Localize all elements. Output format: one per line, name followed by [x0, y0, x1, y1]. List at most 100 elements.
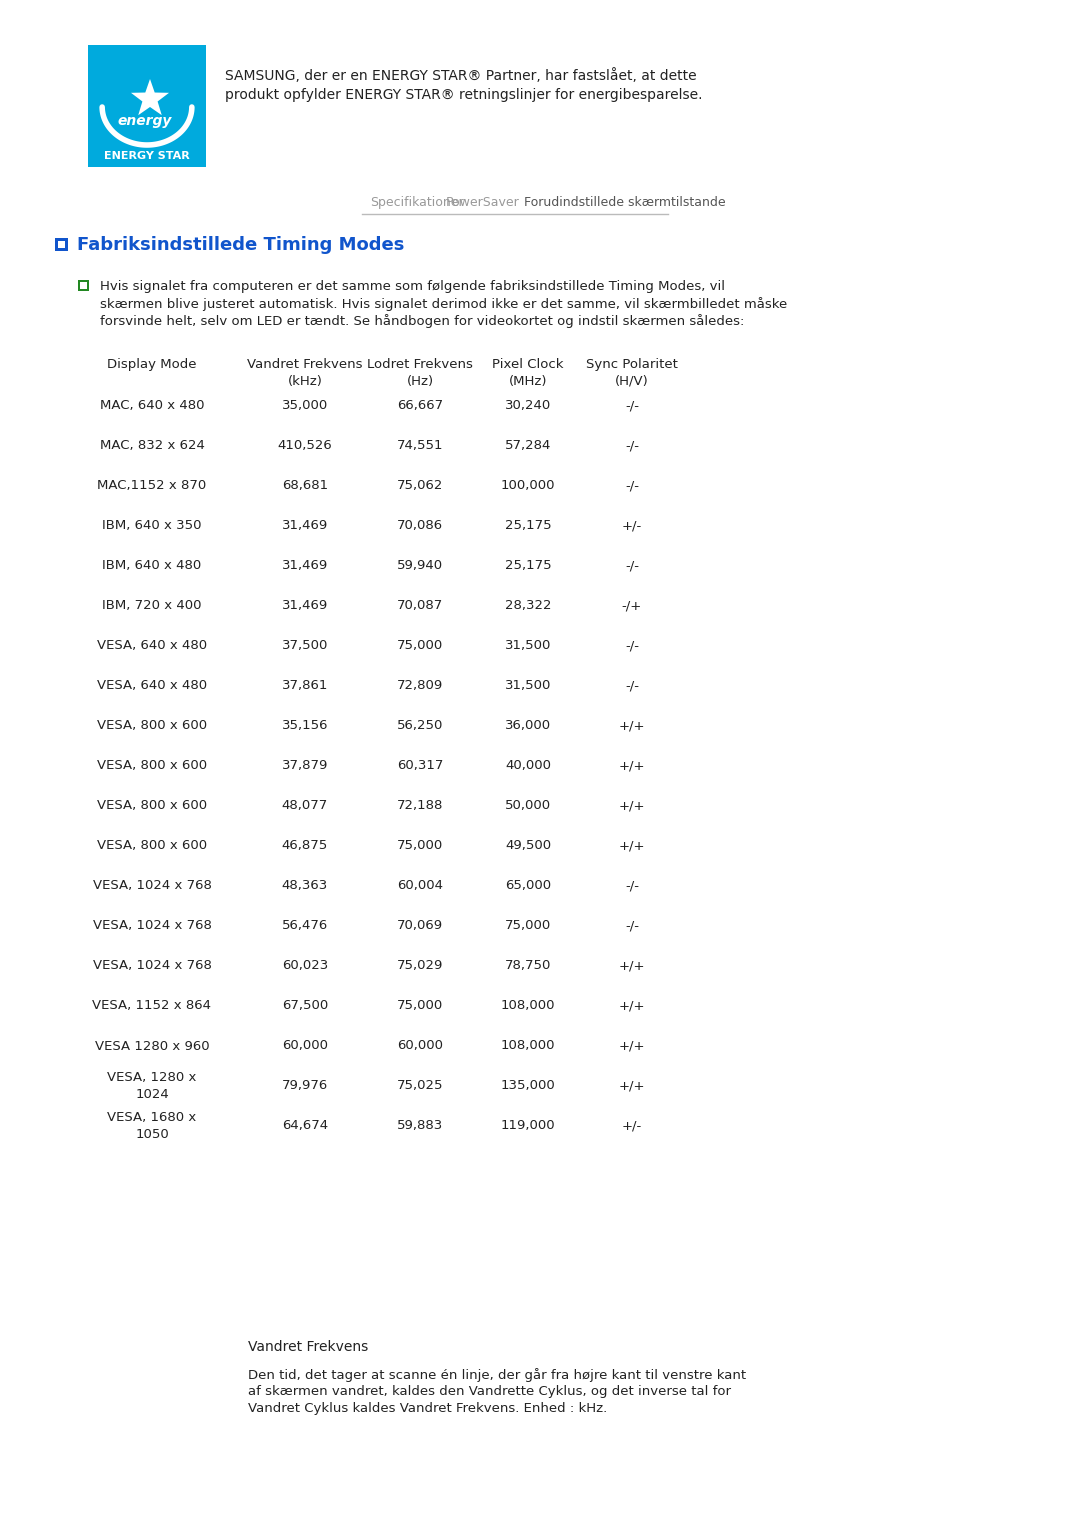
Text: 75,000: 75,000 [396, 839, 443, 853]
Text: Forudindstillede skærmtilstande: Forudindstillede skærmtilstande [524, 196, 726, 209]
Text: MAC, 640 x 480: MAC, 640 x 480 [99, 399, 204, 413]
Text: +/+: +/+ [619, 1039, 645, 1053]
Text: 36,000: 36,000 [505, 720, 551, 732]
Text: 60,000: 60,000 [282, 1039, 328, 1053]
Text: 31,469: 31,469 [282, 520, 328, 532]
Text: 46,875: 46,875 [282, 839, 328, 853]
Text: VESA, 800 x 600: VESA, 800 x 600 [97, 839, 207, 853]
Text: 60,000: 60,000 [397, 1039, 443, 1053]
Text: 119,000: 119,000 [501, 1120, 555, 1132]
Bar [80, 283, 87, 289]
Text: 28,322: 28,322 [504, 599, 551, 613]
Text: 60,004: 60,004 [397, 880, 443, 892]
Text: 100,000: 100,000 [501, 480, 555, 492]
Text: Fabriksindstillede Timing Modes: Fabriksindstillede Timing Modes [77, 235, 404, 254]
Text: 31,500: 31,500 [504, 640, 551, 652]
Text: skærmen blive justeret automatisk. Hvis signalet derimod ikke er det samme, vil : skærmen blive justeret automatisk. Hvis … [100, 296, 787, 312]
Text: 37,861: 37,861 [282, 680, 328, 692]
Text: 48,077: 48,077 [282, 799, 328, 813]
Text: 56,250: 56,250 [396, 720, 443, 732]
Text: Vandret Cyklus kaldes Vandret Frekvens. Enhed : kHz.: Vandret Cyklus kaldes Vandret Frekvens. … [248, 1403, 607, 1415]
Text: 75,000: 75,000 [396, 999, 443, 1013]
Bar [55, 238, 68, 251]
Text: VESA, 640 x 480: VESA, 640 x 480 [97, 640, 207, 652]
Text: 410,526: 410,526 [278, 440, 333, 452]
Text: +/-: +/- [622, 1120, 643, 1132]
Text: 30,240: 30,240 [504, 399, 551, 413]
Text: forsvinde helt, selv om LED er tændt. Se håndbogen for videokortet og indstil sk: forsvinde helt, selv om LED er tændt. Se… [100, 313, 744, 329]
Text: 48,363: 48,363 [282, 880, 328, 892]
Text: 75,025: 75,025 [396, 1079, 443, 1093]
Text: MAC, 832 x 624: MAC, 832 x 624 [99, 440, 204, 452]
Text: MAC,1152 x 870: MAC,1152 x 870 [97, 480, 206, 492]
Text: 66,667: 66,667 [397, 399, 443, 413]
Text: 59,883: 59,883 [396, 1120, 443, 1132]
Text: Den tid, det tager at scanne én linje, der går fra højre kant til venstre kant: Den tid, det tager at scanne én linje, d… [248, 1368, 746, 1381]
Text: energy: energy [118, 115, 172, 128]
Text: 70,086: 70,086 [397, 520, 443, 532]
Text: -/-: -/- [625, 640, 639, 652]
Polygon shape [131, 79, 170, 115]
Text: -/-: -/- [625, 480, 639, 492]
Text: 60,023: 60,023 [282, 960, 328, 972]
Text: 40,000: 40,000 [505, 759, 551, 773]
Text: VESA, 800 x 600: VESA, 800 x 600 [97, 720, 207, 732]
Text: IBM, 640 x 350: IBM, 640 x 350 [103, 520, 202, 532]
Text: Vandret Frekvens: Vandret Frekvens [248, 1340, 368, 1354]
Text: 67,500: 67,500 [282, 999, 328, 1013]
Text: PowerSaver: PowerSaver [446, 196, 519, 209]
Text: -/-: -/- [625, 399, 639, 413]
Text: VESA 1280 x 960: VESA 1280 x 960 [95, 1039, 210, 1053]
Text: 75,062: 75,062 [396, 480, 443, 492]
Text: 25,175: 25,175 [504, 520, 551, 532]
Text: 49,500: 49,500 [505, 839, 551, 853]
Text: produkt opfylder ENERGY STAR® retningslinjer for energibesparelse.: produkt opfylder ENERGY STAR® retningsli… [225, 89, 702, 102]
Text: 25,175: 25,175 [504, 559, 551, 573]
Text: +/-: +/- [622, 520, 643, 532]
Text: 50,000: 50,000 [505, 799, 551, 813]
Text: IBM, 640 x 480: IBM, 640 x 480 [103, 559, 202, 573]
Text: +/+: +/+ [619, 799, 645, 813]
Text: 108,000: 108,000 [501, 999, 555, 1013]
Text: -/-: -/- [625, 559, 639, 573]
Text: Vandret Frekvens
(kHz): Vandret Frekvens (kHz) [247, 358, 363, 388]
Text: 31,500: 31,500 [504, 680, 551, 692]
Text: 37,500: 37,500 [282, 640, 328, 652]
Text: 60,317: 60,317 [396, 759, 443, 773]
Text: 31,469: 31,469 [282, 599, 328, 613]
Bar [87, 145, 206, 167]
Text: 64,674: 64,674 [282, 1120, 328, 1132]
Text: +/+: +/+ [619, 759, 645, 773]
Text: Pixel Clock
(MHz): Pixel Clock (MHz) [492, 358, 564, 388]
Text: Specifikationer: Specifikationer [370, 196, 463, 209]
Text: 68,681: 68,681 [282, 480, 328, 492]
Text: 35,156: 35,156 [282, 720, 328, 732]
Text: 56,476: 56,476 [282, 920, 328, 932]
Text: +/+: +/+ [619, 960, 645, 972]
Text: 78,750: 78,750 [504, 960, 551, 972]
Text: 37,879: 37,879 [282, 759, 328, 773]
Text: +/+: +/+ [619, 1079, 645, 1093]
Text: IBM, 720 x 400: IBM, 720 x 400 [103, 599, 202, 613]
Text: 135,000: 135,000 [501, 1079, 555, 1093]
Text: 70,087: 70,087 [396, 599, 443, 613]
Text: 75,000: 75,000 [504, 920, 551, 932]
Text: 79,976: 79,976 [282, 1079, 328, 1093]
Text: af skærmen vandret, kaldes den Vandrette Cyklus, og det inverse tal for: af skærmen vandret, kaldes den Vandrette… [248, 1384, 731, 1398]
Text: 72,809: 72,809 [396, 680, 443, 692]
Text: VESA, 800 x 600: VESA, 800 x 600 [97, 759, 207, 773]
Text: VESA, 640 x 480: VESA, 640 x 480 [97, 680, 207, 692]
Text: VESA, 1024 x 768: VESA, 1024 x 768 [93, 960, 212, 972]
Text: 74,551: 74,551 [396, 440, 443, 452]
Text: +/+: +/+ [619, 839, 645, 853]
Text: VESA, 1024 x 768: VESA, 1024 x 768 [93, 920, 212, 932]
Text: VESA, 1280 x
1024: VESA, 1280 x 1024 [107, 1071, 197, 1100]
Text: VESA, 1024 x 768: VESA, 1024 x 768 [93, 880, 212, 892]
Text: 31,469: 31,469 [282, 559, 328, 573]
Text: -/-: -/- [625, 920, 639, 932]
Text: 59,940: 59,940 [397, 559, 443, 573]
Text: 65,000: 65,000 [505, 880, 551, 892]
Text: +/+: +/+ [619, 999, 645, 1013]
Text: 57,284: 57,284 [504, 440, 551, 452]
Text: ENERGY STAR: ENERGY STAR [104, 151, 190, 160]
